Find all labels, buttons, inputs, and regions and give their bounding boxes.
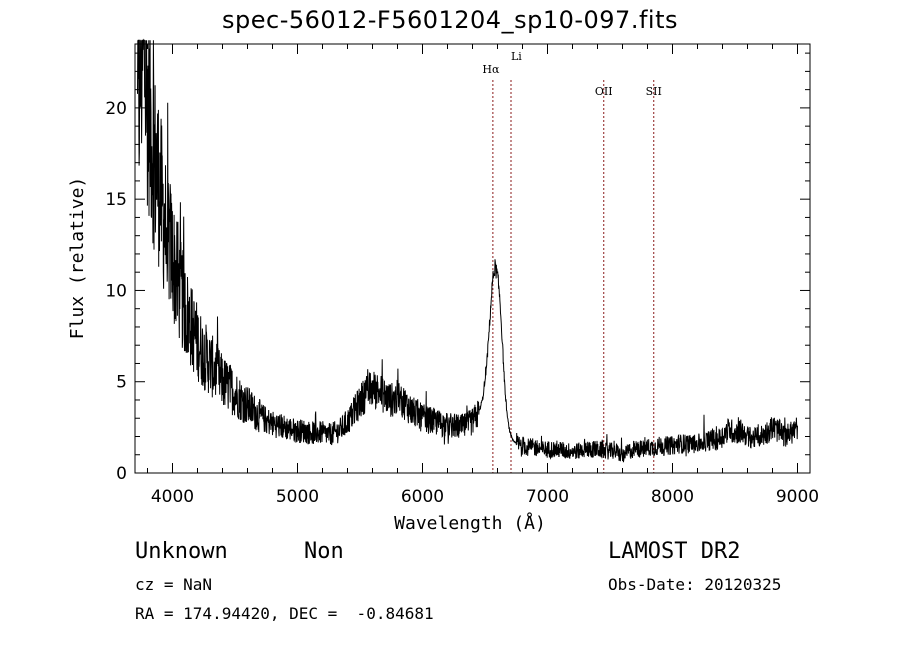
- x-tick-label: 6000: [401, 487, 444, 507]
- spectral-line-label: Li: [511, 50, 522, 63]
- y-tick-label: 0: [116, 464, 127, 484]
- survey-label: LAMOST DR2: [608, 539, 741, 564]
- spectral-line-label: Hα: [482, 63, 500, 76]
- class-label: Unknown: [135, 539, 228, 564]
- spectral-line-label: SII: [646, 85, 662, 98]
- axis-ticks: 4000 5000 6000 7000 8000 9000 0 5 10 15 20: [105, 44, 819, 507]
- y-tick-label: 5: [116, 373, 127, 393]
- cz-value: cz = NaN: [135, 575, 213, 594]
- x-tick-label: 7000: [526, 487, 569, 507]
- y-tick-label: 20: [105, 99, 127, 119]
- y-tick-label: 15: [105, 190, 127, 210]
- coordinates-value: RA = 174.94420, DEC = -0.84681: [135, 604, 434, 623]
- plot-frame: [134, 43, 811, 474]
- spectral-line-markers: Hα Li OII SII: [482, 50, 662, 473]
- subclass-label: Non: [304, 539, 344, 564]
- x-tick-label: 4000: [151, 487, 194, 507]
- x-tick-label: 9000: [776, 487, 819, 507]
- y-tick-label: 10: [105, 281, 127, 301]
- x-axis-label: Wavelength (Å): [394, 512, 546, 534]
- y-axis-label: Flux (relative): [67, 177, 88, 340]
- spectrum-line: [137, 38, 798, 463]
- x-tick-label: 5000: [276, 487, 319, 507]
- obs-date-value: Obs-Date: 20120325: [608, 575, 782, 594]
- chart-title: spec-56012-F5601204_sp10-097.fits: [222, 6, 678, 34]
- spectral-line-label: OII: [595, 85, 613, 98]
- x-tick-label: 8000: [651, 487, 694, 507]
